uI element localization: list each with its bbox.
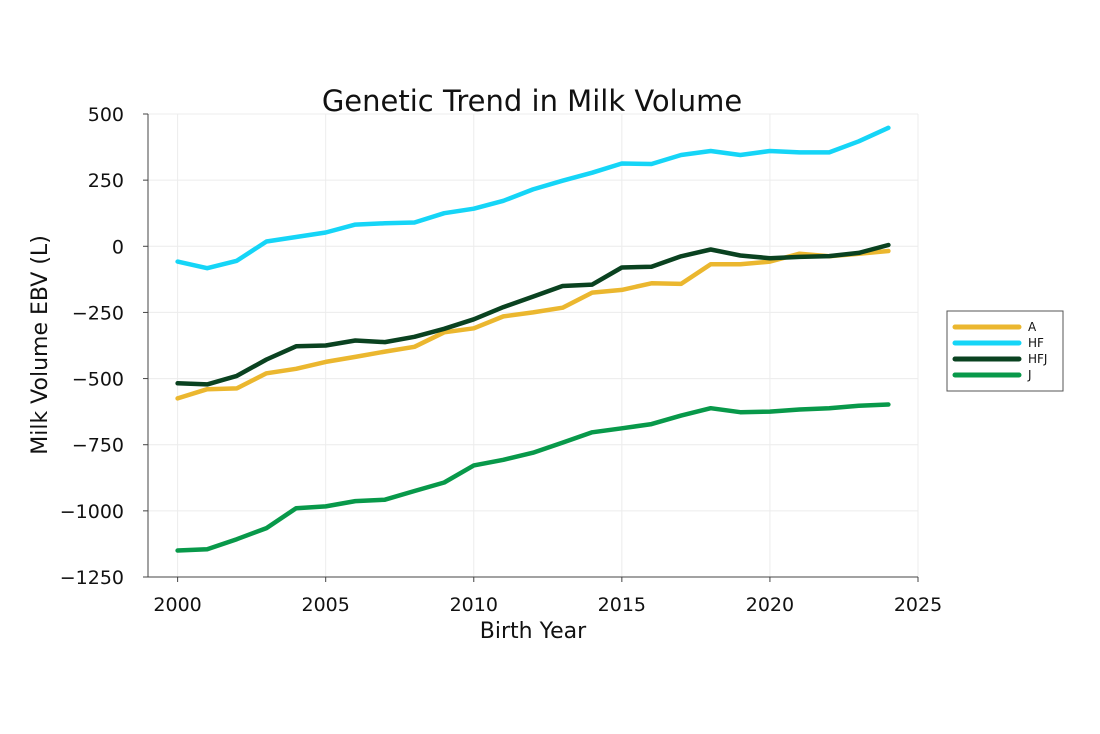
x-tick-label: 2025	[894, 594, 942, 616]
x-tick-label: 2015	[598, 594, 646, 616]
x-tick-labels: 2000 2005 2010 2015 2020 2025	[153, 577, 942, 616]
axes	[147, 114, 918, 578]
series-lines	[175, 125, 891, 553]
y-axis-title: Milk Volume EBV (L)	[28, 235, 53, 455]
y-tick-label: −250	[72, 302, 124, 324]
series-line-a	[175, 248, 891, 401]
y-tick-label: 0	[112, 236, 124, 258]
y-tick-label: 250	[88, 170, 124, 192]
x-tick-label: 2005	[302, 594, 350, 616]
legend-label-a: A	[1028, 320, 1037, 334]
grid	[148, 113, 919, 578]
series-line-hf	[175, 125, 891, 271]
y-tick-label: −1250	[60, 567, 124, 589]
legend-label-j: J	[1027, 368, 1032, 382]
y-tick-labels: 500 250 0 −250 −500 −750 −1000 −1250	[60, 104, 148, 589]
y-tick-label: −750	[72, 435, 124, 457]
x-tick-label: 2010	[450, 594, 498, 616]
y-tick-label: −500	[72, 369, 124, 391]
series-line-hfj	[175, 242, 891, 387]
x-axis-title: Birth Year	[480, 619, 587, 644]
y-tick-label: 500	[88, 104, 124, 126]
legend-label-hf: HF	[1028, 336, 1044, 350]
x-tick-label: 2020	[746, 594, 794, 616]
legend: A HF HFJ J	[946, 310, 1064, 392]
y-tick-label: −1000	[60, 501, 124, 523]
chart-title: Genetic Trend in Milk Volume	[322, 84, 742, 118]
legend-label-hfj: HFJ	[1028, 352, 1047, 366]
legend-box	[946, 310, 1064, 392]
x-tick-label: 2000	[153, 594, 201, 616]
series-line-j	[175, 402, 891, 553]
